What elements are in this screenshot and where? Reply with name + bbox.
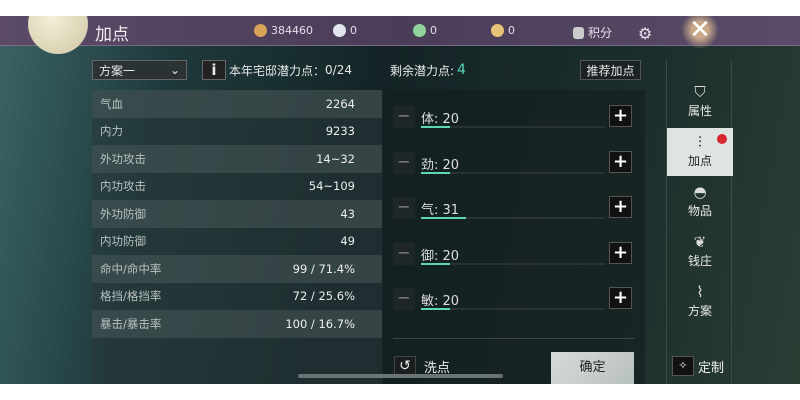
attribute-bar (421, 262, 605, 265)
currency-gold[interactable]: 0 (491, 24, 515, 37)
stat-value: 49 (340, 234, 355, 249)
attribute-label: 御: 20 (421, 248, 460, 264)
decrease-button[interactable]: − (393, 106, 415, 128)
stat-row: 外功防御 43 (92, 200, 382, 228)
scroll-icon: ⌇ (696, 283, 704, 301)
stat-value: 72 / 25.6% (292, 289, 355, 304)
stat-value: 9233 (325, 124, 355, 139)
decrease-button[interactable]: − (393, 242, 415, 265)
points-button[interactable]: 积分 (573, 24, 612, 41)
stat-row: 内功防御 49 (92, 228, 382, 256)
stats-table: 气血 2264 内力 9233 外功攻击 14~32 内功攻击 54~109 外功防御 43 内功防… (92, 90, 382, 384)
attribute-bar (421, 126, 605, 128)
increase-button[interactable]: + (609, 105, 632, 127)
estate-points: 本年宅邸潜力点： 0/24 (229, 63, 352, 78)
settings-icon[interactable]: ⚙ (638, 24, 653, 43)
increase-button[interactable]: + (609, 241, 632, 264)
stat-label: 外功攻击 (100, 151, 146, 166)
decrease-button[interactable]: − (393, 151, 415, 174)
page-title: 加点 (95, 25, 129, 45)
stat-value: 54~109 (308, 179, 355, 194)
increase-button[interactable]: + (609, 287, 632, 309)
sidebar-tab[interactable]: ❦ 钱庄 (667, 228, 733, 276)
stat-row: 外功攻击 14~32 (92, 145, 382, 173)
attributes-icon: ⛉ (694, 83, 706, 101)
attribute-row: − 敏: 20 + (393, 287, 633, 310)
stat-row: 命中/命中率 99 / 71.4% (92, 255, 382, 283)
attribute-bar-fill (421, 126, 450, 128)
moon-decoration (28, 16, 88, 54)
decrease-button[interactable]: − (393, 288, 415, 310)
stat-value: 99 / 71.4% (292, 261, 355, 276)
attribute-bar-fill (421, 171, 450, 174)
divider (393, 338, 635, 339)
magic-wand-icon: ✧ (672, 356, 694, 376)
attribute-bar-fill (421, 217, 466, 219)
attribute-bar-fill (421, 308, 450, 310)
scrollbar[interactable] (298, 374, 503, 378)
money-bag-icon: ❦ (693, 233, 707, 251)
stat-label: 内功攻击 (100, 179, 146, 194)
bag-icon: ◓ (693, 183, 707, 201)
chevron-down-icon: ⌄ (169, 63, 180, 77)
sidebar-tab[interactable]: ⛉ 属性 (667, 78, 733, 126)
silver-ingot-icon (333, 24, 346, 37)
info-icon[interactable]: i (202, 60, 226, 80)
stat-label: 格挡/格挡率 (100, 289, 162, 304)
attribute-row: − 劲: 20 + (393, 150, 633, 174)
stat-row: 格挡/格挡率 72 / 25.6% (92, 283, 382, 311)
jade-icon (413, 24, 426, 37)
attribute-label: 体: 20 (421, 112, 460, 127)
sidebar-tab[interactable]: ⌇ 方案 (667, 278, 733, 326)
increase-button[interactable]: + (609, 196, 632, 218)
attribute-row: − 御: 20 + (393, 241, 633, 265)
attribute-bar (421, 308, 605, 310)
attribute-label: 敏: 20 (421, 294, 460, 309)
stat-value: 100 / 16.7% (285, 316, 355, 331)
gold-ingot-icon (491, 24, 504, 37)
stat-label: 内力 (100, 124, 123, 139)
customize-button[interactable]: ✧ 定制 (672, 356, 724, 376)
currency-jade[interactable]: 0 (413, 24, 437, 37)
sliders-icon: ⫶ (698, 133, 702, 151)
plan-select[interactable]: 方案一 ⌄ (92, 60, 187, 80)
stat-value: 43 (340, 206, 355, 221)
attribute-panel: ↺ 洗点 确定 − 体: 20 + − 劲: 20 + − 气: 31 + − 御… (383, 90, 645, 384)
confirm-button[interactable]: 确定 (551, 352, 634, 384)
stat-row: 气血 2264 (92, 90, 382, 118)
currency-coin: 384460 (254, 24, 313, 37)
stat-value: 14~32 (316, 151, 355, 166)
stat-label: 气血 (100, 96, 123, 111)
coin-icon (254, 24, 267, 37)
stat-label: 命中/命中率 (100, 261, 162, 276)
sidebar-tab[interactable]: ⫶ 加点 (667, 128, 733, 176)
stat-row: 内功攻击 54~109 (92, 173, 382, 201)
header-bar: 加点 384460 0 0 0 积分 ⚙ ✕ (0, 16, 800, 54)
reset-button[interactable]: ↺ 洗点 (394, 356, 450, 377)
attribute-bar-fill (421, 262, 450, 265)
attribute-bar (421, 217, 605, 219)
attribute-label: 劲: 20 (421, 157, 460, 173)
notification-badge (717, 134, 727, 144)
stat-row: 内力 9233 (92, 118, 382, 146)
increase-button[interactable]: + (609, 150, 632, 173)
shield-icon (573, 26, 584, 39)
stat-label: 内功防御 (100, 234, 146, 249)
sidebar-tab[interactable]: ◓ 物品 (667, 178, 733, 226)
attribute-row: − 体: 20 + (393, 105, 633, 128)
close-icon[interactable]: ✕ (680, 16, 720, 48)
stat-row: 暴击/暴击率 100 / 16.7% (92, 310, 382, 338)
stat-label: 暴击/暴击率 (100, 316, 162, 331)
recommend-button[interactable]: 推荐加点 (580, 60, 641, 80)
attribute-bar (421, 171, 605, 174)
stat-label: 外功防御 (100, 206, 146, 221)
currency-silver[interactable]: 0 (333, 24, 357, 37)
stat-value: 2264 (325, 96, 355, 111)
game-screen: 加点 384460 0 0 0 积分 ⚙ ✕ 方案一 ⌄ i 本年宅邸潜力点： 0/… (0, 16, 800, 384)
attribute-label: 气: 31 (421, 203, 460, 218)
remaining-points: 剩余潜力点: 4 (390, 62, 466, 78)
attribute-row: − 气: 31 + (393, 196, 633, 219)
sidebar: ⛉ 属性 ⫶ 加点 ◓ 物品 ❦ 钱庄 ⌇ 方案 (666, 60, 733, 384)
decrease-button[interactable]: − (393, 197, 415, 219)
